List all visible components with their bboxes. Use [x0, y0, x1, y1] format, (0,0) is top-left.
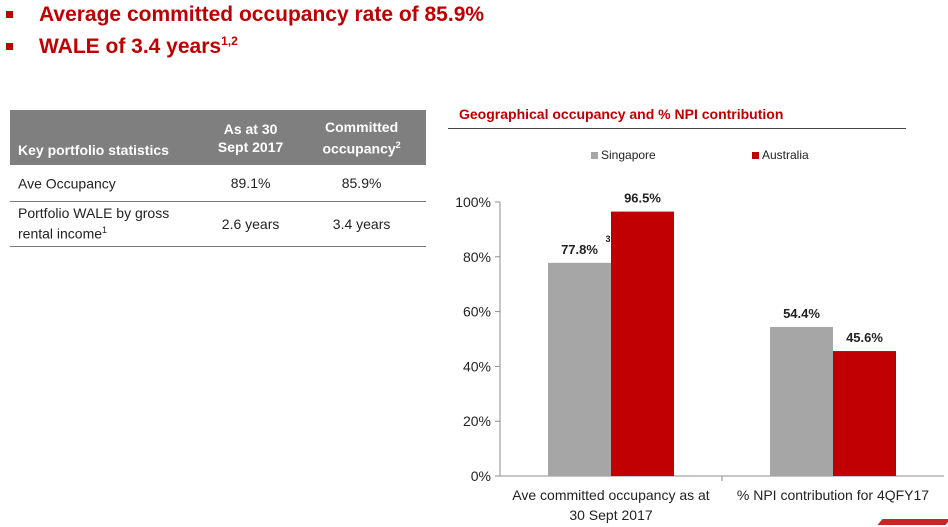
y-tick-label: 80% — [463, 249, 491, 265]
data-label: 54.4% — [783, 306, 820, 321]
legend-swatch-singapore — [591, 151, 598, 159]
y-tick-label: 100% — [455, 194, 491, 210]
row-as-at-value: 89.1% — [204, 165, 298, 202]
table-row: Ave Occupancy 89.1% 85.9% — [10, 165, 426, 202]
row-label: Ave Occupancy — [10, 165, 204, 202]
x-category-label: Ave committed occupancy as at — [512, 487, 710, 503]
legend-swatch-australia — [752, 151, 759, 159]
title-divider — [448, 128, 906, 129]
data-label: 96.5% — [624, 191, 661, 206]
legend-label: Singapore — [601, 148, 656, 162]
table-row: Portfolio WALE by gross rental income1 2… — [10, 201, 426, 247]
table-header-row: Key portfolio statistics As at 30 Sept 2… — [10, 110, 426, 165]
data-label: 77.8% — [561, 242, 598, 257]
bullet-occupancy: Average committed occupancy rate of 85.9… — [6, 2, 484, 27]
bullet-text: Average committed occupancy rate of 85.9… — [39, 3, 485, 26]
bar-singapore-1 — [770, 326, 833, 476]
data-label: 45.6% — [846, 330, 883, 345]
bar-australia-1 — [833, 351, 896, 476]
y-tick-label: 40% — [463, 358, 491, 374]
bullet-square-icon — [6, 43, 13, 50]
row-as-at-value: 2.6 years — [204, 201, 298, 247]
legend-item-australia: Australia — [752, 148, 809, 162]
data-label-footnote: 3 — [606, 234, 611, 244]
bullet-wale: WALE of 3.4 years1,2 — [6, 34, 238, 59]
bullet-text: WALE of 3.4 years1,2 — [39, 34, 238, 58]
bar-australia-0 — [611, 211, 674, 476]
portfolio-stats-table: Key portfolio statistics As at 30 Sept 2… — [10, 110, 426, 247]
legend-item-singapore: Singapore — [591, 148, 656, 162]
header-as-at: As at 30 Sept 2017 — [217, 120, 284, 155]
bullet-square-icon — [6, 11, 13, 18]
corner-accent-shape — [877, 519, 948, 525]
row-committed-value: 85.9% — [297, 165, 426, 202]
legend-label: Australia — [762, 148, 809, 162]
chart-title: Geographical occupancy and % NPI contrib… — [459, 106, 784, 122]
header-key-statistics: Key portfolio statistics — [18, 142, 169, 158]
x-category-label: % NPI contribution for 4QFY17 — [737, 487, 929, 503]
x-category-label: 30 Sept 2017 — [569, 507, 653, 523]
header-committed: Committed occupancy2 — [322, 118, 401, 157]
row-label: Portfolio WALE by gross rental income1 — [10, 201, 204, 247]
row-committed-value: 3.4 years — [297, 201, 426, 247]
y-tick-label: 0% — [471, 468, 491, 484]
y-tick-label: 20% — [463, 413, 491, 429]
y-tick-label: 60% — [463, 304, 491, 320]
bar-singapore-0 — [548, 262, 611, 476]
